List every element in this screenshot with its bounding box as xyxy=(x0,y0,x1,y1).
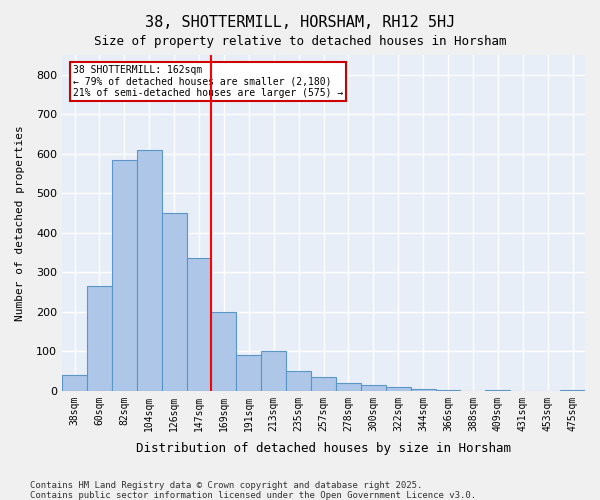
Text: Size of property relative to detached houses in Horsham: Size of property relative to detached ho… xyxy=(94,35,506,48)
Text: 38 SHOTTERMILL: 162sqm
← 79% of detached houses are smaller (2,180)
21% of semi-: 38 SHOTTERMILL: 162sqm ← 79% of detached… xyxy=(73,65,343,98)
Bar xyxy=(410,389,436,391)
Bar xyxy=(560,390,585,391)
Bar xyxy=(386,387,410,391)
Bar xyxy=(485,390,510,391)
Bar xyxy=(436,390,460,391)
X-axis label: Distribution of detached houses by size in Horsham: Distribution of detached houses by size … xyxy=(136,442,511,455)
Text: Contains public sector information licensed under the Open Government Licence v3: Contains public sector information licen… xyxy=(30,491,476,500)
Bar xyxy=(361,385,386,391)
Bar xyxy=(161,213,187,391)
Bar xyxy=(187,258,211,391)
Text: 38, SHOTTERMILL, HORSHAM, RH12 5HJ: 38, SHOTTERMILL, HORSHAM, RH12 5HJ xyxy=(145,15,455,30)
Text: Contains HM Land Registry data © Crown copyright and database right 2025.: Contains HM Land Registry data © Crown c… xyxy=(30,481,422,490)
Bar xyxy=(336,383,361,391)
Bar xyxy=(311,377,336,391)
Bar xyxy=(236,355,261,391)
Bar xyxy=(286,371,311,391)
Bar xyxy=(112,160,137,391)
Y-axis label: Number of detached properties: Number of detached properties xyxy=(15,125,25,321)
Bar xyxy=(261,352,286,391)
Bar xyxy=(62,375,87,391)
Bar xyxy=(137,150,161,391)
Bar xyxy=(87,286,112,391)
Bar xyxy=(211,312,236,391)
